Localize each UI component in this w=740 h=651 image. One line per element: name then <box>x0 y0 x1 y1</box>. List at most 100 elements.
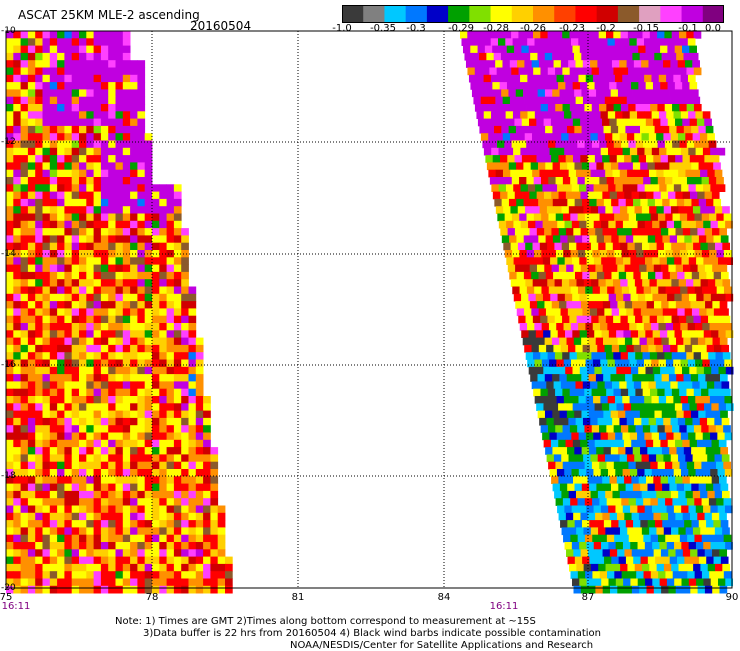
swath-cell <box>598 352 607 360</box>
swath-cell <box>710 184 719 192</box>
swath-cell <box>514 118 523 127</box>
swath-cell <box>618 162 626 171</box>
swath-cell <box>71 571 80 579</box>
swath-cell <box>35 490 43 499</box>
swath-cell <box>679 213 688 222</box>
swath-cell <box>713 271 722 280</box>
swath-cell <box>86 242 94 251</box>
swath-cell <box>79 235 87 244</box>
swath-cell <box>698 235 707 244</box>
swath-cell <box>71 585 80 594</box>
swath-cell <box>653 549 662 557</box>
swath-cell <box>137 476 146 484</box>
swath-cell <box>13 563 21 572</box>
swath-cell <box>122 476 131 484</box>
swath-cell <box>671 315 680 324</box>
swath-cell <box>122 177 131 185</box>
swath-cell <box>27 133 36 141</box>
swath-cell <box>100 155 109 163</box>
swath-cell <box>551 337 560 346</box>
left-swath-row <box>6 206 182 214</box>
swath-cell <box>519 250 528 258</box>
swath-cell <box>595 549 603 557</box>
swath-cell <box>647 556 656 565</box>
swath-cell <box>468 38 477 46</box>
swath-cell <box>676 520 685 528</box>
swath-cell <box>181 388 189 397</box>
swath-cell <box>79 549 87 557</box>
swath-cell <box>653 118 661 127</box>
swath-cell <box>49 242 58 251</box>
swath-cell <box>689 118 698 127</box>
swath-cell <box>115 82 124 90</box>
swath-cell <box>159 279 167 287</box>
swath-cell <box>549 469 558 477</box>
swath-cell <box>115 184 124 192</box>
swath-cell <box>605 242 614 251</box>
swath-cell <box>568 96 577 105</box>
left-swath-row <box>6 271 189 280</box>
swath-cell <box>35 308 43 317</box>
swath-cell <box>697 155 705 163</box>
swath-cell <box>709 213 717 222</box>
swath-cell <box>57 52 65 61</box>
swath-cell <box>20 96 29 105</box>
swath-cell <box>695 184 704 192</box>
left-swath-row <box>6 198 182 207</box>
time-label-left: 16:11 <box>1 601 31 612</box>
swath-cell <box>656 527 665 536</box>
swath-cell <box>108 344 116 353</box>
swath-cell <box>650 425 658 433</box>
left-swath-row <box>6 352 204 360</box>
swath-cell <box>679 177 688 185</box>
swath-cell <box>567 308 576 317</box>
colorbar-swatch <box>596 5 619 23</box>
swath-cell <box>625 556 634 565</box>
swath-cell <box>181 308 189 317</box>
swath-cell <box>86 476 94 484</box>
swath-cell <box>642 388 651 397</box>
swath-cell <box>100 344 109 353</box>
swath-cell <box>632 337 640 346</box>
swath-cell <box>660 82 668 90</box>
swath-cell <box>594 330 602 338</box>
swath-cell <box>707 563 716 572</box>
swath-cell <box>519 213 527 222</box>
swath-cell <box>49 67 58 76</box>
swath-cell <box>100 213 109 222</box>
swath-cell <box>707 417 715 426</box>
swath-cell <box>86 323 94 331</box>
swath-cell <box>100 571 109 579</box>
swath-cell <box>514 82 522 90</box>
swath-cell <box>568 417 577 426</box>
swath-cell <box>173 206 182 214</box>
swath-cell <box>144 520 153 528</box>
swath-cell <box>20 60 29 68</box>
swath-cell <box>539 169 548 178</box>
swath-cell <box>706 271 715 280</box>
swath-cell <box>13 505 21 514</box>
swath-cell <box>203 498 211 506</box>
swath-cell <box>538 381 547 390</box>
swath-cell <box>181 257 189 265</box>
swath-cell <box>595 512 603 521</box>
swath-cell <box>20 191 29 200</box>
swath-cell <box>49 403 58 411</box>
swath-cell <box>621 498 629 506</box>
swath-cell <box>675 228 684 236</box>
swath-cell <box>166 403 175 411</box>
swath-cell <box>35 191 43 200</box>
swath-cell <box>646 264 655 273</box>
swath-cell <box>71 162 80 171</box>
swath-cell <box>122 228 131 236</box>
swath-cell <box>685 169 694 178</box>
swath-cell <box>644 257 653 265</box>
swath-cell <box>526 213 535 222</box>
swath-cell <box>57 118 65 127</box>
swath-cell <box>20 447 29 455</box>
left-swath-row <box>6 104 146 112</box>
right-swath-row <box>513 293 734 302</box>
swath-cell <box>590 490 599 499</box>
swath-cell <box>591 461 600 470</box>
swath-cell <box>181 271 189 280</box>
